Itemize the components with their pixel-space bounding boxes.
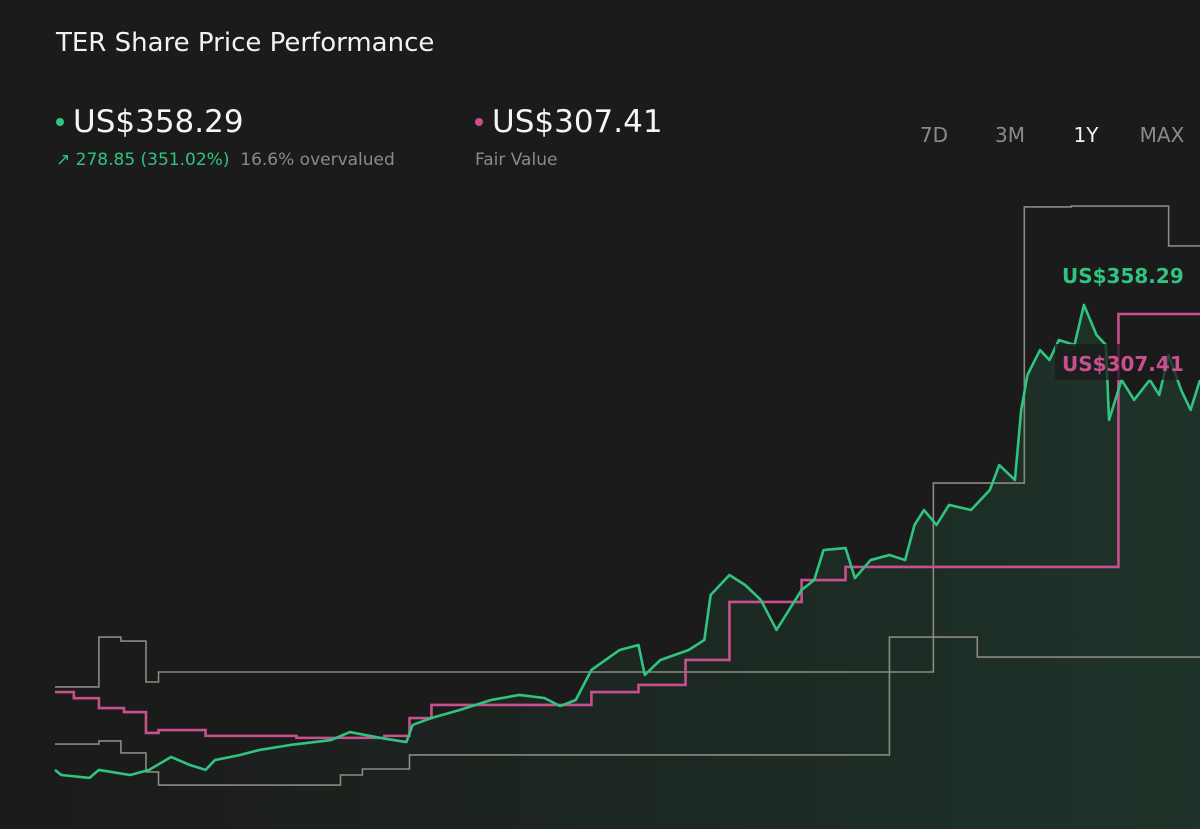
current-price: US$358.29 xyxy=(73,104,244,140)
time-range-tabs: 7D 3M 1Y MAX xyxy=(896,123,1200,147)
price-area-fill xyxy=(55,304,1200,829)
price-legend-dot xyxy=(56,118,64,126)
fair-value-label: Fair Value xyxy=(475,150,558,170)
fair-value-legend-dot xyxy=(475,118,483,126)
tab-max[interactable]: MAX xyxy=(1139,123,1185,147)
range-high-line xyxy=(55,205,1200,688)
fair-value-price: US$307.41 xyxy=(492,104,663,140)
price-change: 278.85 (351.02%) xyxy=(75,150,230,170)
tab-3m[interactable]: 3M xyxy=(995,123,1025,147)
current-price-block: US$358.29 ↗ 278.85 (351.02%) 16.6% overv… xyxy=(56,104,395,170)
fair-value-end-label-bg xyxy=(1055,344,1200,380)
tab-7d[interactable]: 7D xyxy=(919,123,949,147)
tab-1y[interactable]: 1Y xyxy=(1073,123,1099,147)
valuation-status: 16.6% overvalued xyxy=(240,150,395,170)
price-end-label: US$358.29 xyxy=(1062,264,1184,288)
price-line xyxy=(54,303,1200,780)
fair-value-end-label: US$307.41 xyxy=(1062,352,1184,376)
fair-value-line xyxy=(55,312,1200,740)
chart-title: TER Share Price Performance xyxy=(56,28,435,58)
arrow-up-right-icon: ↗ xyxy=(56,150,71,170)
range-low-line xyxy=(55,636,1200,786)
fair-value-block: US$307.41 Fair Value xyxy=(475,104,663,170)
